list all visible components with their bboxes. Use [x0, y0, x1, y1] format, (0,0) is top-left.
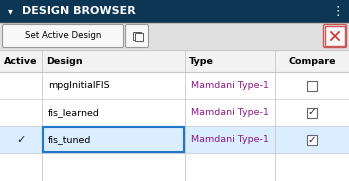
FancyBboxPatch shape — [2, 24, 124, 47]
Bar — [0, 126, 349, 153]
Text: ✓: ✓ — [16, 134, 26, 144]
Text: ⋮: ⋮ — [332, 5, 344, 18]
FancyBboxPatch shape — [126, 24, 149, 47]
Text: Active: Active — [4, 56, 38, 66]
Text: Mamdani Type-1: Mamdani Type-1 — [191, 135, 269, 144]
Bar — [0, 22, 349, 50]
Text: fis_tuned: fis_tuned — [48, 135, 91, 144]
Bar — [307, 134, 317, 144]
Text: Set Active Design: Set Active Design — [25, 31, 101, 41]
Bar — [0, 0, 349, 22]
Text: Mamdani Type-1: Mamdani Type-1 — [191, 81, 269, 90]
Text: Mamdani Type-1: Mamdani Type-1 — [191, 108, 269, 117]
Bar — [0, 50, 349, 181]
FancyBboxPatch shape — [324, 24, 347, 47]
Bar — [307, 81, 317, 90]
Bar — [43, 127, 184, 152]
Text: DESIGN BROWSER: DESIGN BROWSER — [22, 6, 136, 16]
Text: Compare: Compare — [288, 56, 336, 66]
Bar — [134, 33, 142, 41]
Text: Type: Type — [189, 56, 214, 66]
Bar — [307, 108, 317, 117]
Text: ✓: ✓ — [307, 108, 317, 117]
Bar — [0, 50, 349, 72]
Text: Design: Design — [46, 56, 83, 66]
Text: fis_learned: fis_learned — [48, 108, 100, 117]
Text: ✓: ✓ — [307, 134, 317, 144]
Text: mpgInitialFIS: mpgInitialFIS — [48, 81, 110, 90]
Bar — [133, 31, 141, 39]
Bar — [325, 26, 345, 46]
Text: ▾: ▾ — [8, 6, 13, 16]
